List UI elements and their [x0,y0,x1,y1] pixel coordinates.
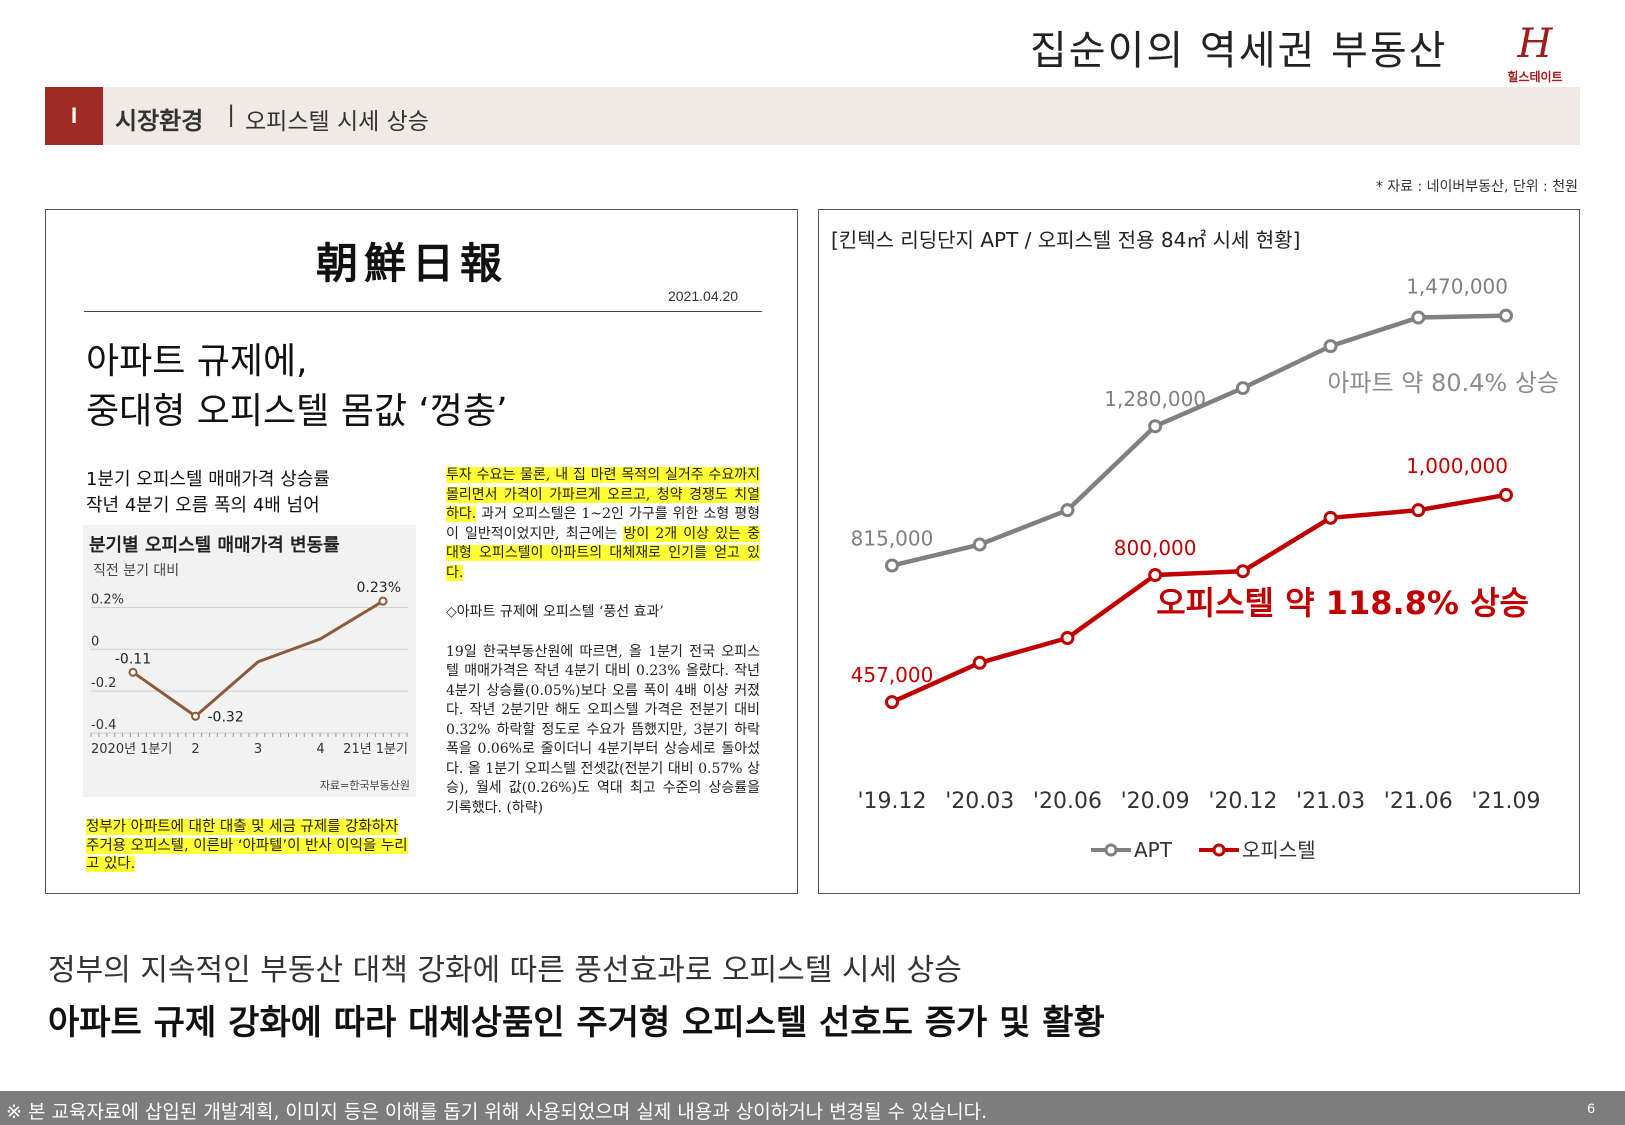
data-label: 457,000 [851,663,934,687]
mini-data-point [191,711,200,721]
mini-value-label: -0.11 [115,651,151,667]
x-axis-label: '21.03 [1296,789,1365,814]
data-point [1411,503,1426,518]
subhead-line: 작년 4분기 오름 폭의 4배 넘어 [86,495,320,516]
legend-label: APT [1134,838,1173,862]
rate-change-chart-svg: 분기별 오피스텔 매매가격 변동률 직전 분기 대비 0.2% 0 -0.2 -0.4… [89,535,410,792]
data-label: 800,000 [1114,536,1197,560]
section-header: I 시장환경 | 오피스텔 시세 상승 [45,87,1580,145]
mini-ytick-label: -0.4 [91,718,116,733]
article-headline: 아파트 규제에, 중대형 오피스텔 몸값 ‘껑충’ [86,337,508,437]
data-point [885,558,899,573]
data-label: 815,000 [851,527,934,551]
summary-headline: 아파트 규제 강화에 따라 대체상품인 주거형 오피스텔 선호도 증가 및 활황 [48,1003,1105,1043]
article-date: 2021.04.20 [668,288,739,304]
price-line-chart: 815,000 1,280,000 1,470,000 457,000 800,000 1… [851,275,1559,862]
legend-marker [1212,843,1226,857]
logo-mark: H [1517,21,1553,67]
article-subheading: ◇아파트 규제에 오피스텔 ‘풍선 효과’ [446,604,664,620]
article-lead-paragraph: 정부가 아파트에 대한 대출 및 세금 규제를 강화하자 주거용 오피스텔, 이… [86,818,416,874]
data-label: 1,280,000 [1104,387,1206,411]
mini-value-label: 0.23% [357,580,401,596]
apt-growth-annotation: 아파트 약 80.4% 상승 [1327,369,1559,397]
mini-chart-source: 자료=한국부동산원 [320,779,410,792]
data-point [1235,381,1250,396]
price-chart-panel: [킨텍스 리딩단지 APT / 오피스텔 전용 84㎡ 시세 현황] 815,0… [818,209,1580,894]
x-axis-label: '21.06 [1384,789,1453,814]
article-paragraph: 19일 한국부동산원에 따르면, 올 1분기 전국 오피스텔 매매가격은 작년 … [446,643,760,816]
data-point [1499,487,1513,502]
headline-line: 중대형 오피스텔 몸값 ‘껑충’ [86,391,508,432]
chart-title: [킨텍스 리딩단지 APT / 오피스텔 전용 84㎡ 시세 현황] [831,228,1301,252]
data-point [1323,339,1338,354]
mini-data-point [128,667,138,677]
x-axis-label: '20.06 [1033,789,1102,814]
x-axis-label: '19.12 [857,789,926,814]
page-number: 6 [1587,1100,1595,1116]
footer-bar: ※ 본 교육자료에 삽입된 개발계획, 이미지 등은 이해를 돕기 위해 사용되… [0,1091,1625,1125]
data-point [1235,564,1250,579]
data-point [1060,503,1075,518]
data-point [1411,310,1426,325]
series-line-officetel [891,492,1507,705]
mini-series-line [132,599,384,719]
x-axis-label: '21.09 [1471,789,1540,814]
legend-marker [1104,843,1118,857]
summary-line: 정부의 지속적인 부동산 대책 강화에 따른 풍선효과로 오피스텔 시세 상승 [48,953,962,988]
series-line-apt [891,313,1507,568]
data-point [972,655,987,670]
data-point [1148,568,1163,583]
mini-xtick-label: 2020년 1분기 [91,742,172,757]
mini-ytick-label: -0.2 [91,676,116,691]
subhead-line: 1분기 오피스텔 매매가격 상승률 [86,469,330,490]
section-separator: | [228,101,235,128]
officetel-growth-annotation: 오피스텔 약 118.8% 상승 [1156,584,1529,622]
legend-label: 오피스텔 [1242,838,1316,862]
mini-ytick-label: 0.2% [91,592,124,607]
footer-disclaimer: ※ 본 교육자료에 삽입된 개발계획, 이미지 등은 이해를 돕기 위해 사용되… [6,1101,988,1123]
mini-xtick-label: 4 [316,742,324,757]
logo-text: 힐스테이트 [1507,70,1563,84]
mini-xtick-label: 2 [191,742,199,757]
site-title: 집순이의 역세권 부동산 [1030,28,1448,74]
article-paragraph: 투자 수요는 물론, 내 집 마련 목적의 실거주 수요까지 몰리면서 가격이 … [446,466,760,583]
data-point [1148,419,1163,434]
body-text: 과거 오피스텔은 1~2인 가구를 위한 소형 평형이 일반적이었지만, 최근에… [446,506,760,542]
news-clipping-panel: 朝鮮日報 2021.04.20 아파트 규제에, 중대형 오피스텔 몸값 ‘껑충… [45,209,798,894]
mini-value-label: -0.32 [208,709,244,725]
newspaper-name: 朝鮮日報 [316,239,509,288]
mini-ytick-label: 0 [91,634,99,649]
data-point [972,537,987,552]
data-label: 1,000,000 [1406,454,1508,478]
source-note: * 자료 : 네이버부동산, 단위 : 천원 [1375,179,1578,195]
article-subhead: 1분기 오피스텔 매매가격 상승률 작년 4분기 오름 폭의 4배 넘어 [86,467,330,519]
mini-chart-title: 분기별 오피스텔 매매가격 변동률 [89,535,340,556]
chart-legend: APT 오피스텔 [1091,838,1316,862]
headline-line: 아파트 규제에, [86,341,308,382]
mini-xtick-label: 21년 1분기 [343,742,408,757]
x-axis-label: '20.03 [945,789,1014,814]
mini-data-point [378,596,388,606]
data-label: 1,470,000 [1406,275,1508,299]
data-point [1499,308,1513,323]
section-number: I [45,87,103,145]
section-title: 시장환경 [115,107,204,135]
x-axis-label: '20.09 [1121,789,1190,814]
section-subtitle: 오피스텔 시세 상승 [245,109,429,135]
x-axis-label: '20.12 [1208,789,1277,814]
mini-xtick-label: 3 [254,742,262,757]
data-point [885,695,899,710]
divider [84,311,762,312]
rate-change-chart: 분기별 오피스텔 매매가격 변동률 직전 분기 대비 0.2% 0 -0.2 -0.4… [83,525,416,797]
highlighted-text: 정부가 아파트에 대한 대출 및 세금 규제를 강화하자 주거용 오피스텔, 이… [86,819,408,872]
data-point [1323,510,1338,525]
data-point [1060,631,1075,645]
mini-chart-subtitle: 직전 분기 대비 [93,563,179,579]
article-body: 투자 수요는 물론, 내 집 마련 목적의 실거주 수요까지 몰리면서 가격이 … [446,466,760,838]
brand-logo: H 힐스테이트 [1500,22,1570,85]
